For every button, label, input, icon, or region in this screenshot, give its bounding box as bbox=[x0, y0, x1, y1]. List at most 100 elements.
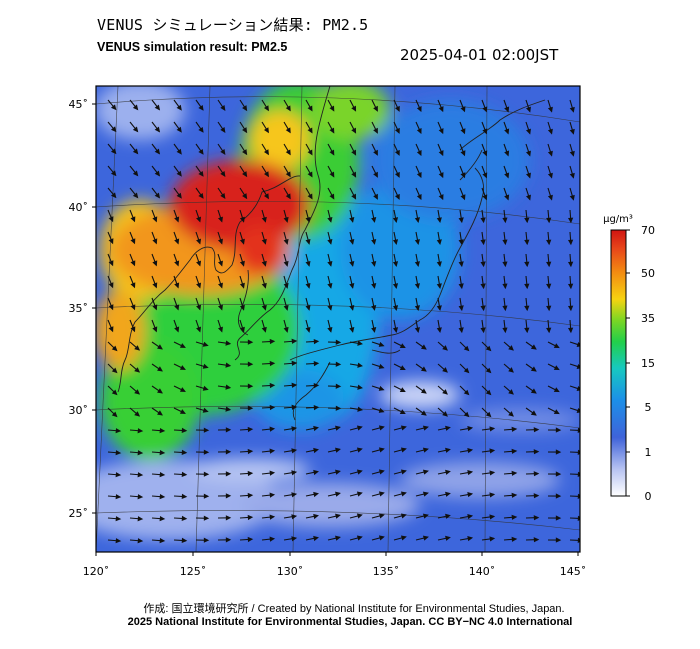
title-english: VENUS simulation result: PM2.5 bbox=[97, 40, 288, 54]
wind-arrow-head bbox=[489, 492, 496, 498]
wind-arrow-head bbox=[159, 493, 166, 500]
wind-arrow bbox=[569, 517, 580, 519]
wind-arrow-head bbox=[242, 171, 248, 178]
wind-arrow-head bbox=[482, 128, 488, 135]
wind-arrow-head bbox=[313, 491, 320, 498]
wind-arrow-head bbox=[335, 491, 341, 497]
wind-arrow-head bbox=[283, 326, 289, 333]
wind-arrow-head bbox=[154, 148, 161, 155]
wind-arrow-head bbox=[335, 405, 342, 411]
wind-arrow-head bbox=[414, 283, 420, 290]
wind-arrow-head bbox=[130, 238, 136, 245]
wind-arrow-head bbox=[269, 536, 276, 542]
wind-arrow-head bbox=[263, 149, 269, 156]
wind-arrow-head bbox=[115, 472, 122, 478]
wind-arrow-head bbox=[414, 261, 420, 268]
wind-arrow-head bbox=[329, 127, 335, 134]
wind-arrow-head bbox=[115, 428, 122, 434]
wind-arrow-head bbox=[307, 105, 313, 112]
wind-arrow-head bbox=[313, 447, 320, 454]
wind-arrow-head bbox=[269, 448, 276, 454]
wind-arrow-head bbox=[217, 304, 223, 311]
wind-arrow-head bbox=[154, 126, 161, 133]
wind-arrow-head bbox=[283, 216, 289, 223]
wind-arrow-head bbox=[463, 345, 470, 352]
wind-arrow-head bbox=[400, 535, 407, 541]
wind-arrow-head bbox=[480, 217, 486, 224]
wind-arrow-head bbox=[111, 367, 118, 374]
wind-arrow-head bbox=[442, 345, 448, 351]
wind-arrow-head bbox=[263, 127, 269, 134]
colorbar-label-15: 15 bbox=[641, 357, 655, 370]
wind-arrow-head bbox=[530, 366, 537, 372]
lat-label-45: 45˚ bbox=[69, 98, 89, 111]
wind-arrow-head bbox=[458, 217, 464, 224]
wind-arrow-head bbox=[225, 471, 232, 477]
wind-arrow-head bbox=[504, 128, 510, 135]
wind-arrow-head bbox=[247, 339, 254, 345]
wind-arrow-head bbox=[436, 305, 442, 312]
wind-arrow-head bbox=[196, 282, 202, 289]
wind-arrow-head bbox=[399, 365, 406, 370]
wind-arrow-head bbox=[530, 388, 537, 394]
wind-arrow-head bbox=[247, 536, 254, 543]
colorbar-label-1: 1 bbox=[645, 446, 652, 459]
wind-arrow-head bbox=[269, 492, 276, 498]
wind-arrow-head bbox=[394, 149, 400, 156]
wind-arrow-head bbox=[132, 170, 139, 177]
wind-arrow-head bbox=[154, 192, 161, 199]
wind-arrow-head bbox=[327, 238, 333, 245]
wind-arrow-head bbox=[460, 106, 466, 113]
wind-arrow-head bbox=[261, 238, 267, 245]
wind-arrow-head bbox=[416, 106, 422, 113]
wind-arrow-head bbox=[392, 261, 399, 268]
wind-arrow-head bbox=[553, 409, 560, 415]
wind-arrow-head bbox=[508, 389, 514, 395]
wind-arrow-head bbox=[307, 171, 313, 178]
wind-arrow-head bbox=[567, 261, 574, 268]
wind-arrow-head bbox=[420, 366, 427, 372]
wind-arrow-head bbox=[159, 515, 166, 522]
wind-arrow-head bbox=[508, 367, 514, 373]
wind-arrow-head bbox=[480, 305, 486, 312]
wind-arrow-head bbox=[414, 305, 420, 312]
wind-arrow-head bbox=[460, 194, 466, 201]
wind-arrow-head bbox=[176, 192, 182, 199]
wind-arrow-head bbox=[467, 536, 474, 542]
wind-arrow-head bbox=[480, 261, 486, 268]
wind-arrow-head bbox=[524, 239, 530, 246]
wind-arrow bbox=[569, 473, 580, 475]
wind-arrow-head bbox=[335, 383, 342, 389]
wind-arrow-head bbox=[502, 283, 508, 290]
wind-arrow-head bbox=[291, 338, 298, 344]
wind-arrow-head bbox=[269, 338, 276, 345]
wind-arrow-head bbox=[285, 149, 291, 156]
wind-arrow-head bbox=[269, 382, 276, 389]
wind-arrow-head bbox=[291, 404, 298, 410]
wind-arrow-head bbox=[442, 389, 448, 395]
wind-arrow-head bbox=[567, 283, 574, 290]
wind-arrow-head bbox=[394, 105, 400, 112]
wind-arrow-head bbox=[524, 327, 530, 334]
wind-arrow-head bbox=[392, 305, 399, 312]
wind-arrow-head bbox=[504, 150, 510, 157]
wind-arrow-head bbox=[291, 514, 298, 520]
wind-arrow-head bbox=[179, 343, 186, 348]
wind-arrow-head bbox=[137, 472, 144, 478]
wind-arrow-head bbox=[329, 149, 335, 156]
wind-arrow-head bbox=[546, 283, 552, 290]
wind-arrow-head bbox=[480, 239, 486, 246]
wind-arrow-head bbox=[525, 172, 531, 179]
wind-arrow-head bbox=[247, 492, 254, 499]
wind-arrow-head bbox=[567, 305, 574, 312]
wind-arrow-head bbox=[546, 327, 552, 334]
wind-arrow-head bbox=[420, 410, 427, 416]
wind-arrow-head bbox=[157, 410, 163, 416]
colorbar: μg/m³ 70 50 35 15 5 1 0 bbox=[603, 214, 655, 503]
wind-arrow-head bbox=[225, 384, 232, 390]
wind-arrow-head bbox=[533, 427, 540, 433]
wind-arrow-head bbox=[416, 172, 422, 179]
wind-arrow-head bbox=[247, 448, 254, 455]
wind-arrow-head bbox=[416, 150, 422, 157]
